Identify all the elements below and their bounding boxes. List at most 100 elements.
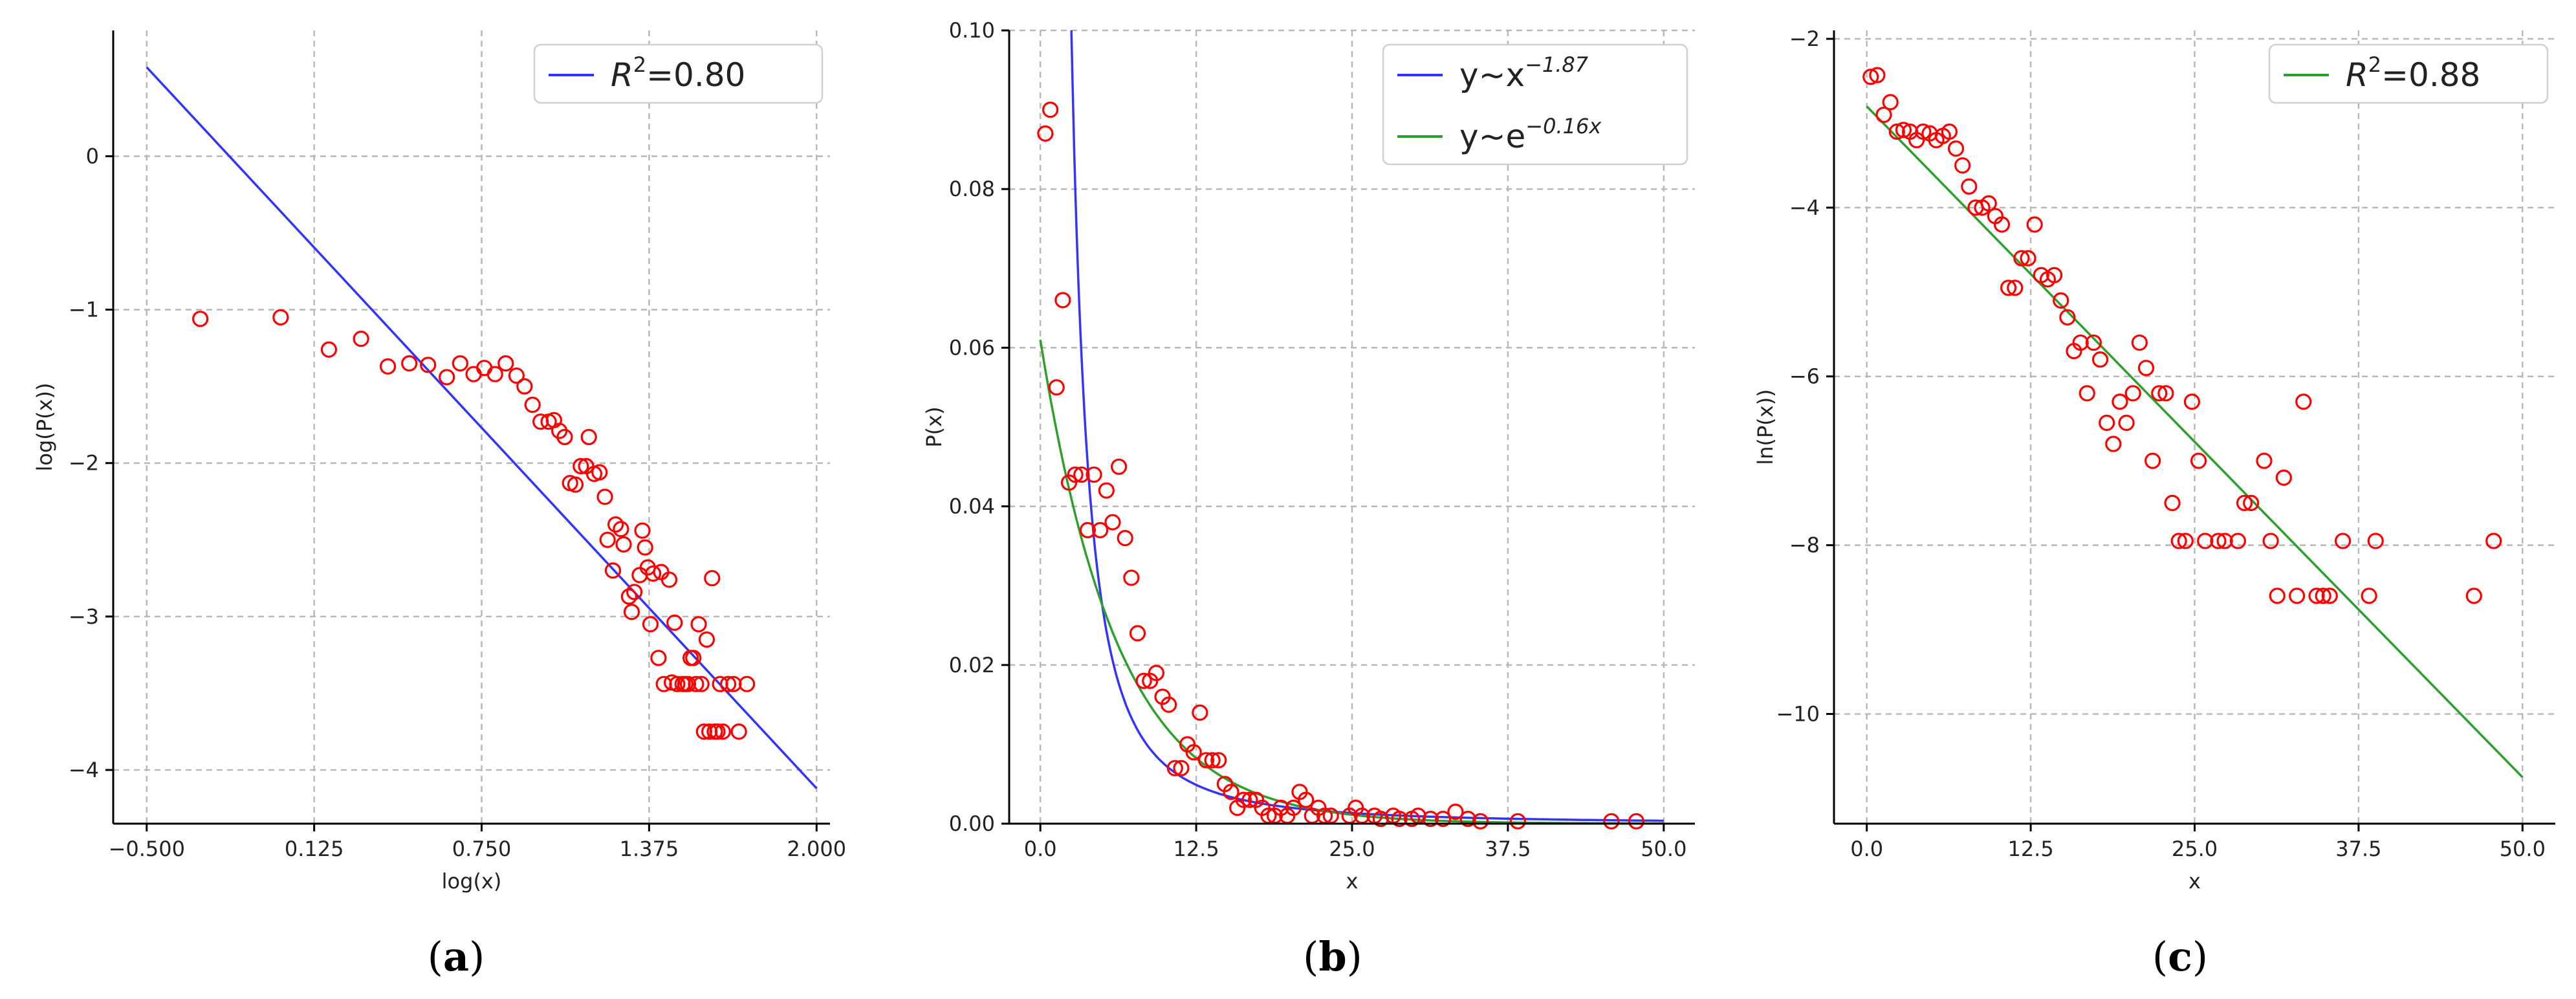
data-point xyxy=(1435,811,1452,828)
data-point xyxy=(1993,216,2011,233)
data-point xyxy=(1148,664,1165,681)
data-point xyxy=(1079,521,1097,538)
y-tick-label: 0.06 xyxy=(949,335,995,360)
data-point xyxy=(2295,393,2312,410)
data-point xyxy=(1888,123,1905,140)
data-point xyxy=(2308,587,2325,604)
data-point xyxy=(192,311,209,327)
panel-a: −0.500 0.125 0.750 1.375 2.000 0 −1 −2 −3 −4 log(x… xyxy=(32,30,846,980)
data-point xyxy=(2269,587,2286,604)
data-point xyxy=(2145,452,2161,469)
data-point xyxy=(604,562,622,579)
data-point xyxy=(2275,469,2292,486)
x-tick-label: 2.000 xyxy=(787,837,846,861)
data-point xyxy=(567,476,584,493)
data-point xyxy=(653,564,670,580)
data-point xyxy=(2164,494,2181,511)
data-point xyxy=(2315,587,2331,604)
data-point xyxy=(626,584,643,600)
data-point xyxy=(660,571,678,588)
panel-caption: (b) xyxy=(1303,933,1362,980)
x-tick-label: 37.5 xyxy=(1485,837,1531,861)
panel-c: 0.0 12.5 25.0 37.5 50.0 −2 −4 −6 −8 −10 x ln(P(x)) R… xyxy=(1753,27,2555,980)
data-point xyxy=(730,723,747,740)
data-point xyxy=(2183,393,2201,410)
data-point xyxy=(1086,466,1102,483)
data-point xyxy=(580,428,597,446)
data-point xyxy=(2124,385,2141,402)
legend-label: R2=0.80 xyxy=(611,52,745,94)
data-point xyxy=(2112,393,2128,410)
y-tick-label: −1 xyxy=(69,298,99,322)
data-point xyxy=(693,675,710,692)
data-point xyxy=(642,616,659,633)
data-point xyxy=(2190,452,2207,469)
data-point xyxy=(666,614,683,631)
data-point xyxy=(607,516,624,533)
x-axis-label: log(x) xyxy=(442,869,502,894)
data-point xyxy=(599,531,616,548)
data-point xyxy=(645,565,662,582)
data-point xyxy=(1235,791,1252,808)
data-point xyxy=(685,650,702,666)
data-point xyxy=(2137,360,2155,377)
data-point xyxy=(401,355,418,372)
data-point xyxy=(320,341,338,358)
data-point xyxy=(2131,334,2148,351)
data-point xyxy=(2170,532,2187,549)
x-tick-label: 0.0 xyxy=(1024,837,1057,861)
data-point xyxy=(613,521,629,538)
data-point xyxy=(497,355,514,372)
x-tick-label: 12.5 xyxy=(2007,837,2053,861)
x-tick-label: 0.125 xyxy=(285,837,344,861)
data-point xyxy=(2053,292,2069,309)
fit-line xyxy=(146,66,818,789)
legend-frame xyxy=(2268,43,2549,104)
data-point xyxy=(688,675,704,692)
legend: y~x−1.87 y~e−0.16x xyxy=(1382,43,1688,166)
data-point xyxy=(1459,811,1476,828)
data-point xyxy=(1285,799,1302,817)
data-point xyxy=(1628,813,1645,829)
y-tick-label: 0 xyxy=(86,144,99,168)
data-point xyxy=(2007,280,2024,296)
data-point xyxy=(2118,414,2135,432)
panel-b: 0.0 12.5 25.0 37.5 50.0 0.00 0.02 0.04 0.06 0.08 0… xyxy=(922,18,1695,980)
data-point xyxy=(2091,351,2109,368)
data-point xyxy=(573,457,589,475)
data-point xyxy=(623,604,640,620)
data-point xyxy=(2046,267,2063,283)
x-tick-label: 50.0 xyxy=(2500,837,2546,861)
data-point xyxy=(1098,482,1115,499)
data-point xyxy=(2289,587,2306,604)
x-tick-label: 37.5 xyxy=(2335,837,2381,861)
x-tick-label: −0.500 xyxy=(109,837,185,861)
data-point xyxy=(650,650,667,666)
data-point xyxy=(2256,452,2273,469)
data-point xyxy=(1129,625,1146,642)
data-point xyxy=(615,536,632,553)
x-tick-label: 0.750 xyxy=(452,837,512,861)
data-point xyxy=(720,675,737,692)
data-point xyxy=(2321,587,2338,604)
y-tick-label: 0.02 xyxy=(949,653,995,677)
data-point xyxy=(1241,791,1258,808)
data-point xyxy=(2013,250,2030,267)
data-point xyxy=(1298,791,1315,808)
data-point xyxy=(465,366,482,382)
data-point xyxy=(1054,292,1071,309)
fit-line xyxy=(1866,105,2524,778)
legend-label: R2=0.88 xyxy=(2346,52,2480,94)
y-tick-label: −8 xyxy=(1789,533,1820,558)
data-point xyxy=(486,366,503,382)
data-point xyxy=(1110,458,1128,475)
data-point xyxy=(1961,178,1978,195)
legend-label: y~e−0.16x xyxy=(1459,114,1602,155)
data-point xyxy=(2485,532,2502,549)
data-point xyxy=(1185,744,1202,761)
data-point xyxy=(2367,532,2384,549)
data-point xyxy=(1173,760,1190,776)
y-tick-label: 0.08 xyxy=(949,177,995,201)
data-point xyxy=(1603,813,1620,829)
